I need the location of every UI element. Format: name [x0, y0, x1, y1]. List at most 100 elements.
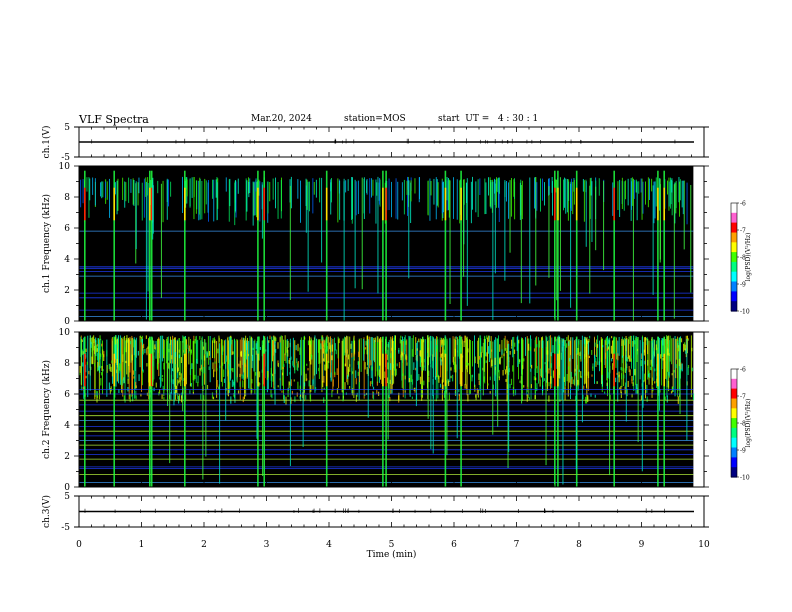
- spectral-noise: [606, 348, 608, 352]
- burst-core: [385, 187, 387, 221]
- spectral-noise: [448, 380, 450, 386]
- burst-line: [642, 341, 644, 408]
- burst-line: [289, 338, 291, 466]
- spectral-noise: [410, 374, 412, 382]
- burst-line: [225, 339, 227, 421]
- spectral-streak: [487, 337, 488, 390]
- spectral-noise: [297, 363, 299, 372]
- spectral-noise: [347, 375, 349, 379]
- spectral-noise: [269, 335, 271, 340]
- y-axis-label: ch.3(V): [41, 495, 52, 528]
- spectral-streak: [434, 338, 436, 379]
- spectral-streak: [80, 336, 82, 357]
- spectral-noise: [606, 383, 608, 389]
- spectral-noise: [323, 343, 326, 348]
- spectral-noise: [423, 365, 425, 368]
- spectral-noise: [208, 351, 211, 356]
- spectral-noise: [419, 376, 422, 385]
- spectral-streak: [599, 340, 600, 372]
- burst-line: [641, 337, 643, 472]
- spectral-noise: [355, 394, 357, 402]
- spectral-noise: [675, 364, 677, 369]
- x-tick-label: 5: [389, 540, 395, 550]
- spectral-streak: [196, 180, 198, 210]
- colorbar-segment: [731, 232, 737, 243]
- spectral-streak: [229, 336, 231, 393]
- spectral-streak: [418, 177, 420, 203]
- spectral-noise: [521, 365, 524, 370]
- burst-line: [561, 338, 563, 400]
- spectral-noise: [212, 338, 214, 343]
- spectral-streak: [671, 180, 673, 216]
- spectral-noise: [550, 352, 552, 357]
- spectral-noise: [643, 349, 645, 356]
- spectral-streak: [345, 180, 347, 193]
- spectral-streak: [427, 180, 429, 216]
- spectral-streak: [200, 340, 202, 371]
- spectral-noise: [666, 343, 668, 348]
- spectral-noise: [277, 342, 279, 349]
- spectral-noise: [99, 365, 101, 373]
- spectral-noise: [643, 380, 645, 383]
- spectral-noise: [406, 356, 408, 361]
- spectral-noise: [344, 363, 346, 367]
- burst-line: [609, 340, 611, 476]
- spectral-noise: [251, 379, 253, 384]
- spectral-streak: [130, 179, 132, 193]
- spectral-streak: [598, 178, 600, 196]
- spectral-noise: [351, 388, 353, 396]
- spectral-streak: [393, 341, 395, 384]
- spectral-noise: [114, 358, 116, 363]
- spectral-streak: [466, 182, 467, 203]
- spectral-noise: [230, 337, 232, 345]
- spectral-noise: [211, 392, 214, 399]
- burst-line: [261, 184, 263, 239]
- y-tick-label: 0: [64, 483, 70, 493]
- spectral-streak: [572, 181, 574, 215]
- spectral-noise: [306, 378, 308, 381]
- burst-core: [149, 187, 151, 221]
- spectral-streak: [623, 181, 625, 211]
- spectral-streak: [648, 340, 650, 385]
- spectral-noise: [178, 354, 180, 359]
- spectral-noise: [81, 339, 83, 342]
- spectral-noise: [492, 384, 494, 389]
- spectral-streak: [191, 177, 193, 198]
- spectral-streak: [86, 177, 88, 192]
- spectral-noise: [647, 373, 650, 378]
- colorbar: -6 -7 -8 -9 -10 log(PSD)(V²/Hz): [730, 201, 752, 316]
- spectral-noise: [177, 367, 179, 372]
- spectral-noise: [283, 395, 285, 403]
- spectral-streak: [377, 337, 379, 376]
- spectral-noise: [673, 370, 675, 373]
- spectral-noise: [650, 359, 652, 366]
- spectral-noise: [506, 350, 508, 353]
- spectral-streak: [363, 177, 365, 219]
- spectral-noise: [292, 360, 294, 366]
- spectral-streak: [665, 339, 667, 379]
- spectral-streak: [640, 178, 642, 193]
- spectral-streak: [670, 177, 671, 209]
- colorbar-segment: [731, 378, 737, 390]
- spectral-streak: [148, 338, 150, 383]
- spectral-streak: [374, 340, 375, 363]
- spectral-noise: [214, 361, 216, 364]
- spectral-noise: [208, 366, 210, 370]
- spectral-noise: [355, 370, 357, 379]
- spectral-noise: [416, 348, 418, 351]
- spectral-streak: [631, 181, 632, 210]
- spectral-noise: [453, 356, 455, 365]
- spectral-streak: [621, 177, 623, 209]
- spectral-noise: [519, 359, 521, 363]
- spectral-noise: [322, 380, 324, 387]
- spectral-streak: [314, 335, 316, 393]
- spectral-noise: [389, 397, 391, 402]
- colorbar-segment: [731, 398, 737, 409]
- spectral-noise: [252, 347, 254, 350]
- burst-line: [463, 179, 465, 277]
- spectral-noise: [592, 366, 594, 371]
- spectral-noise: [628, 336, 630, 344]
- spectral-noise: [475, 393, 477, 400]
- spectral-streak: [312, 178, 314, 214]
- spectral-noise: [646, 384, 648, 393]
